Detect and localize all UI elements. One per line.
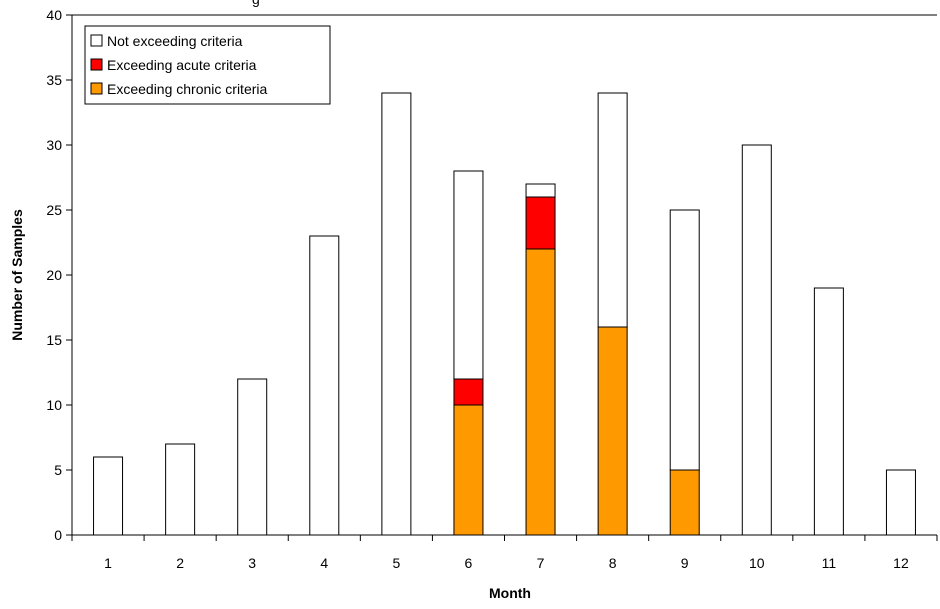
- x-tick-label-8: 8: [609, 555, 617, 571]
- legend-swatch-1: [90, 58, 103, 71]
- x-tick-label-2: 2: [176, 555, 184, 571]
- bar-segment-month-4-series-2: [309, 235, 340, 536]
- x-tick-label-6: 6: [465, 555, 473, 571]
- legend-swatch-2: [90, 82, 103, 95]
- bar-segment-month-6-series-2: [453, 170, 484, 380]
- x-tick-label-10: 10: [749, 555, 765, 571]
- bar-segment-month-7-series-2: [525, 183, 556, 198]
- y-tick-label-25: 25: [46, 202, 62, 218]
- y-axis-title: Number of Samples: [9, 209, 25, 341]
- y-tick-label-15: 15: [46, 332, 62, 348]
- x-tick-label-4: 4: [320, 555, 328, 571]
- y-tick-label-10: 10: [46, 397, 62, 413]
- bar-segment-month-10-series-2: [741, 144, 772, 536]
- legend-label-0: Not exceeding criteria: [107, 33, 243, 49]
- y-tick-label-40: 40: [46, 7, 62, 23]
- y-tick-label-20: 20: [46, 267, 62, 283]
- chart-title-fragment: g: [252, 0, 260, 7]
- bar-segment-month-7-series-0: [525, 248, 556, 536]
- bar-segment-month-5-series-2: [381, 92, 412, 536]
- y-tick-label-0: 0: [54, 527, 62, 543]
- legend-label-2: Exceeding chronic criteria: [107, 81, 268, 97]
- x-tick-label-11: 11: [822, 555, 837, 571]
- legend-box: [84, 25, 331, 105]
- x-tick-label-9: 9: [681, 555, 689, 571]
- bars-layer: [93, 92, 916, 536]
- x-tick-label-12: 12: [893, 555, 909, 571]
- bar-segment-month-6-series-1: [453, 378, 484, 406]
- y-tick-label-30: 30: [46, 137, 62, 153]
- bar-segment-month-6-series-0: [453, 404, 484, 536]
- y-tick-label-5: 5: [54, 462, 62, 478]
- legend-label-1: Exceeding acute criteria: [107, 57, 257, 73]
- bar-segment-month-8-series-2: [597, 92, 628, 328]
- bar-segment-month-1-series-2: [93, 456, 124, 536]
- bar-segment-month-2-series-2: [165, 443, 196, 536]
- bar-segment-month-8-series-0: [597, 326, 628, 536]
- x-tick-label-1: 1: [104, 555, 112, 571]
- bar-segment-month-3-series-2: [237, 378, 268, 536]
- x-tick-label-7: 7: [537, 555, 545, 571]
- bar-segment-month-9-series-2: [669, 209, 700, 471]
- legend-swatch-0: [90, 34, 103, 47]
- legend: Not exceeding criteria Exceeding acute cr…: [84, 25, 331, 105]
- bar-segment-month-12-series-2: [885, 469, 916, 536]
- y-tick-label-35: 35: [46, 72, 62, 88]
- bar-segment-month-7-series-1: [525, 196, 556, 250]
- x-tick-label-3: 3: [248, 555, 256, 571]
- bar-segment-month-11-series-2: [813, 287, 844, 536]
- x-axis-title: Month: [489, 585, 531, 601]
- bar-segment-month-9-series-0: [669, 469, 700, 536]
- x-tick-label-5: 5: [392, 555, 400, 571]
